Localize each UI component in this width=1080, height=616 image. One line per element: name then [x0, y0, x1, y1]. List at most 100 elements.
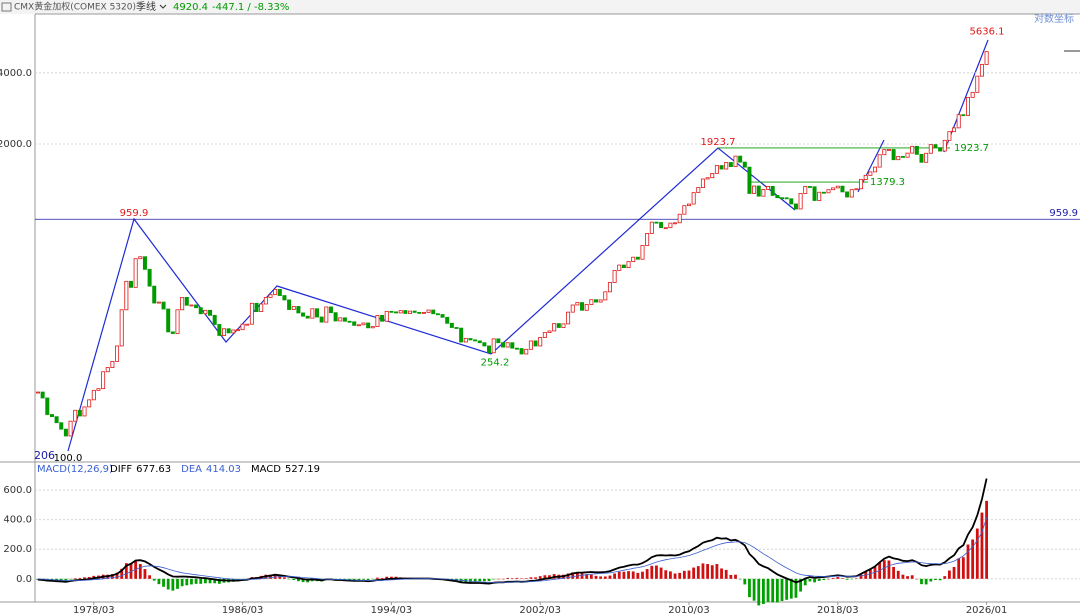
histogram-bar — [692, 567, 696, 579]
histogram-bar — [269, 574, 272, 579]
period-selector[interactable]: 季线 — [136, 0, 156, 13]
y-tick-label: 600.0 — [3, 485, 32, 496]
candle — [101, 371, 106, 390]
candle — [203, 309, 208, 315]
candle — [891, 149, 896, 161]
candle — [631, 256, 636, 263]
histogram-bar — [185, 578, 189, 586]
histogram-bar — [515, 577, 519, 579]
candle — [984, 51, 989, 65]
candle — [607, 282, 612, 293]
histogram-bar — [934, 578, 937, 581]
candle — [538, 337, 543, 347]
histogram-bar — [724, 569, 728, 579]
candle — [328, 306, 333, 314]
toolbar — [0, 0, 1080, 14]
candle — [603, 291, 608, 301]
candle — [310, 308, 315, 319]
candle — [305, 315, 310, 319]
scale-toggle[interactable]: 对数坐标 — [1034, 12, 1074, 25]
candle — [440, 314, 445, 318]
candle — [370, 326, 375, 329]
histogram-bar — [529, 577, 533, 579]
candle — [366, 322, 371, 329]
candle — [36, 391, 41, 394]
candle — [180, 296, 185, 311]
candle — [961, 114, 966, 117]
y-tick-label: 0.0 — [16, 574, 32, 585]
x-tick-label: 1978/03 — [73, 605, 115, 616]
candle — [873, 166, 878, 173]
candle — [663, 227, 668, 230]
histogram-bar — [808, 578, 812, 582]
histogram-bar — [669, 571, 672, 579]
histogram-bar — [882, 560, 886, 579]
candle — [142, 256, 147, 270]
candle — [352, 321, 357, 326]
histogram-bar — [473, 578, 477, 582]
candle — [533, 340, 538, 347]
candle — [431, 309, 436, 315]
candle — [231, 329, 236, 334]
candle — [217, 324, 222, 336]
price-annotation: 5636.1 — [970, 27, 1005, 38]
candle — [421, 311, 426, 314]
histogram-bar — [715, 564, 719, 579]
histogram-bar — [543, 575, 547, 579]
histogram-bar — [297, 578, 300, 582]
candle — [212, 314, 217, 325]
candle — [886, 149, 891, 151]
candle — [449, 322, 454, 328]
candle — [356, 324, 361, 327]
histogram-bar — [278, 575, 282, 579]
histogram-bar — [636, 572, 640, 579]
candle — [514, 347, 519, 350]
candle — [68, 420, 73, 437]
histogram-bar — [571, 572, 575, 579]
candle — [817, 191, 822, 201]
candle — [789, 198, 794, 205]
histogram-bar — [850, 578, 854, 580]
candle — [282, 295, 287, 301]
candle — [691, 192, 696, 205]
indicator-name: MACD(12,26,9) — [37, 464, 113, 475]
histogram-bar — [743, 578, 747, 585]
histogram-bar — [520, 578, 523, 580]
histogram-bar — [138, 564, 142, 579]
histogram-bar — [87, 577, 91, 579]
candle — [45, 397, 50, 415]
candle — [584, 304, 589, 311]
histogram-bar — [176, 578, 179, 589]
candle — [435, 313, 440, 316]
candle — [947, 131, 952, 141]
histogram-bar — [892, 566, 895, 579]
candle — [403, 310, 408, 314]
dropdown-caret[interactable] — [159, 4, 167, 9]
histogram-bar — [510, 578, 514, 579]
histogram-bar — [920, 578, 923, 585]
candle — [459, 327, 464, 343]
candle — [505, 342, 510, 348]
histogram-bar — [566, 573, 570, 579]
y-tick-label: 200.0 — [3, 544, 32, 555]
histogram-bar — [650, 565, 654, 579]
histogram-bar — [924, 578, 928, 585]
histogram-bar — [180, 578, 184, 587]
candle — [845, 191, 850, 198]
histogram-bar — [710, 565, 714, 579]
candle — [859, 179, 864, 190]
histogram-bar — [729, 574, 733, 579]
candle — [375, 314, 380, 327]
histogram-bar — [115, 572, 119, 579]
menu-icon[interactable] — [1, 2, 12, 12]
candle — [594, 299, 599, 303]
candle — [924, 152, 929, 163]
histogram-bar — [831, 577, 835, 579]
candle — [519, 348, 524, 355]
histogram-bar — [696, 566, 700, 579]
candle — [826, 189, 831, 194]
histogram-bar — [506, 577, 510, 579]
histogram-bar — [622, 571, 626, 579]
